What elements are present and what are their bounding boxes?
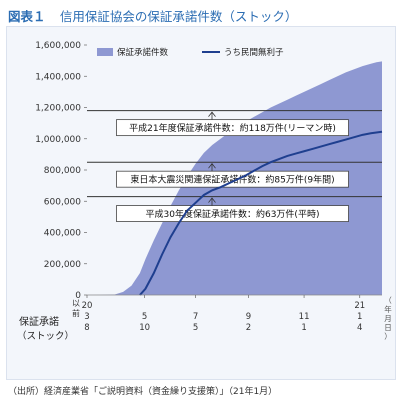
- line-layer: [139, 130, 383, 296]
- source-note: （出所）経済産業省「ご説明資料（資金繰り支援策）」（21年1月）: [8, 387, 278, 397]
- y-tick-label: 1,200,000: [35, 104, 81, 114]
- x-tick-day: 4: [357, 323, 362, 333]
- reference-arrowhead: [208, 111, 216, 117]
- x-axis-unit: 年: [384, 304, 392, 314]
- x-tick-month: 3: [84, 312, 89, 322]
- x-tick-month: 9: [246, 312, 251, 322]
- x-axis-unit: ）: [384, 332, 392, 341]
- chart-panel: 平成21年度保証承諾件数：約118万件(リーマン時) 東日本大震災関連保証承諾件数…: [6, 26, 396, 380]
- y-tick-label: 400,000: [44, 229, 81, 239]
- y-tick-label: 1,600,000: [35, 41, 81, 51]
- x-tick-month: 7: [193, 312, 198, 322]
- reference-label: 東日本大震災関連保証承諾件数：約85万件(9年間): [130, 174, 334, 186]
- x-tick-year: 21: [354, 301, 365, 311]
- y-tick-label: 200,000: [44, 260, 81, 270]
- legend-label-line: うち民間無利子: [224, 47, 284, 58]
- x-axis-unit: （: [384, 296, 392, 305]
- y-axis: 0 200,000 400,000 600,000 800,000 1,000,000 1,…: [35, 41, 87, 301]
- x-axis-unit: 月: [384, 314, 392, 323]
- x-tick-day: 10: [139, 323, 150, 333]
- y-caption-sub: （ストック）: [17, 330, 74, 342]
- x-tick-month: 5: [142, 312, 147, 322]
- x-axis-unit: 日: [384, 323, 392, 332]
- y-tick-label: 600,000: [44, 197, 81, 207]
- x-axis-prefix: 前: [72, 308, 80, 318]
- x-tick-day: 5: [193, 323, 198, 333]
- legend-label-area: 保証承諾件数: [117, 47, 169, 58]
- reference-label: 平成21年度保証承諾件数：約118万件(リーマン時): [129, 122, 336, 134]
- x-axis-prefix: 以: [72, 299, 80, 308]
- x-tick-year: 20: [82, 301, 93, 311]
- x-tick-day: 8: [84, 323, 89, 333]
- y-tick-label: 1,000,000: [35, 135, 81, 145]
- legend: 保証承諾件数 うち民間無利子: [97, 47, 284, 58]
- figure-title: 図表１ 信用保証協会の保証承諾件数（ストック）: [8, 6, 297, 25]
- y-caption: 保証承諾: [19, 315, 59, 328]
- y-tick-label: 0: [75, 291, 81, 301]
- x-tick-day: 1: [301, 323, 306, 333]
- x-tick-month: 11: [299, 312, 310, 322]
- reference-label-box: [116, 119, 349, 137]
- line-series-private-interest-free: [139, 130, 383, 296]
- y-tick-label: 1,400,000: [35, 72, 81, 82]
- y-tick-label: 800,000: [44, 166, 81, 176]
- figure-label: 図表１: [8, 9, 46, 24]
- legend-swatch-area: [97, 48, 113, 56]
- reference-lines: 平成21年度保証承諾件数：約118万件(リーマン時) 東日本大震災関連保証承諾件数…: [87, 110, 382, 222]
- x-tick-day: 2: [246, 323, 251, 333]
- reference-label-box: [116, 205, 349, 222]
- reference-arrowhead: [208, 163, 216, 169]
- reference-label: 平成30年度保証承諾件数：約63万件(平時): [146, 208, 320, 220]
- figure-title-text: 信用保証協会の保証承諾件数（ストック）: [59, 9, 298, 24]
- x-tick-month: 1: [357, 312, 362, 322]
- chart: 平成21年度保証承諾件数：約118万件(リーマン時) 東日本大震災関連保証承諾件数…: [17, 41, 392, 342]
- reference-arrowhead: [208, 197, 216, 203]
- reference-label-box: [116, 170, 349, 188]
